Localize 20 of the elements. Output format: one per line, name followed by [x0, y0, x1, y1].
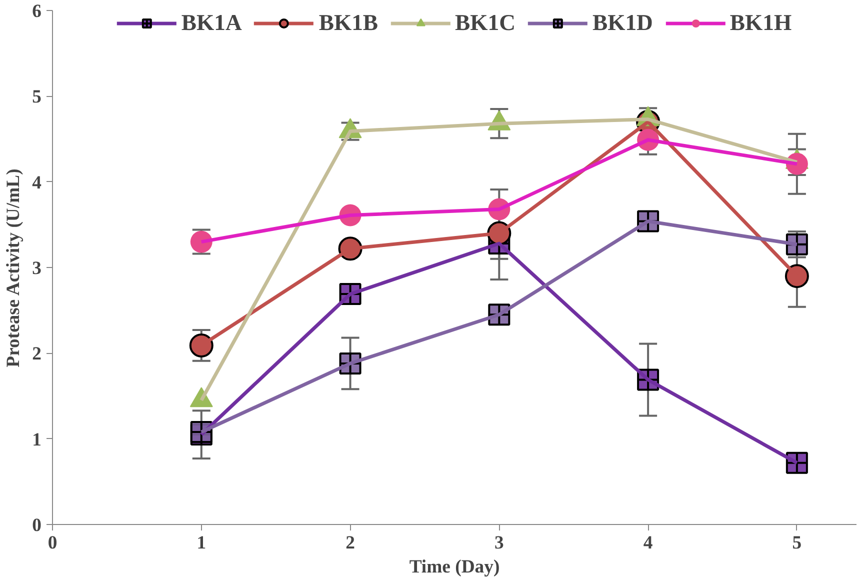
y-tick-label: 5 [32, 86, 42, 108]
x-tick-label: 3 [494, 532, 504, 554]
y-tick-label: 3 [32, 258, 42, 279]
legend-label: BK1B [318, 10, 378, 36]
x-tick-label: 1 [196, 532, 206, 554]
x-tick-label: 0 [48, 532, 58, 554]
x-tick-label: 5 [792, 532, 802, 554]
legend-label: BK1H [730, 10, 792, 36]
legend-label: BK1D [592, 10, 653, 36]
y-tick-label: 4 [32, 172, 42, 194]
x-tick-label: 4 [643, 532, 653, 554]
y-axis-title: Protease Activity (U/mL) [3, 168, 24, 368]
legend-label: BK1A [181, 10, 242, 36]
legend-label: BK1C [455, 10, 516, 36]
x-tick-label: 2 [346, 532, 355, 554]
y-tick-label: 1 [32, 429, 42, 450]
y-tick-label: 2 [32, 344, 42, 365]
y-tick-label: 0 [32, 515, 42, 536]
y-tick-label: 6 [32, 1, 42, 22]
x-axis-title: Time (Day) [409, 556, 500, 578]
